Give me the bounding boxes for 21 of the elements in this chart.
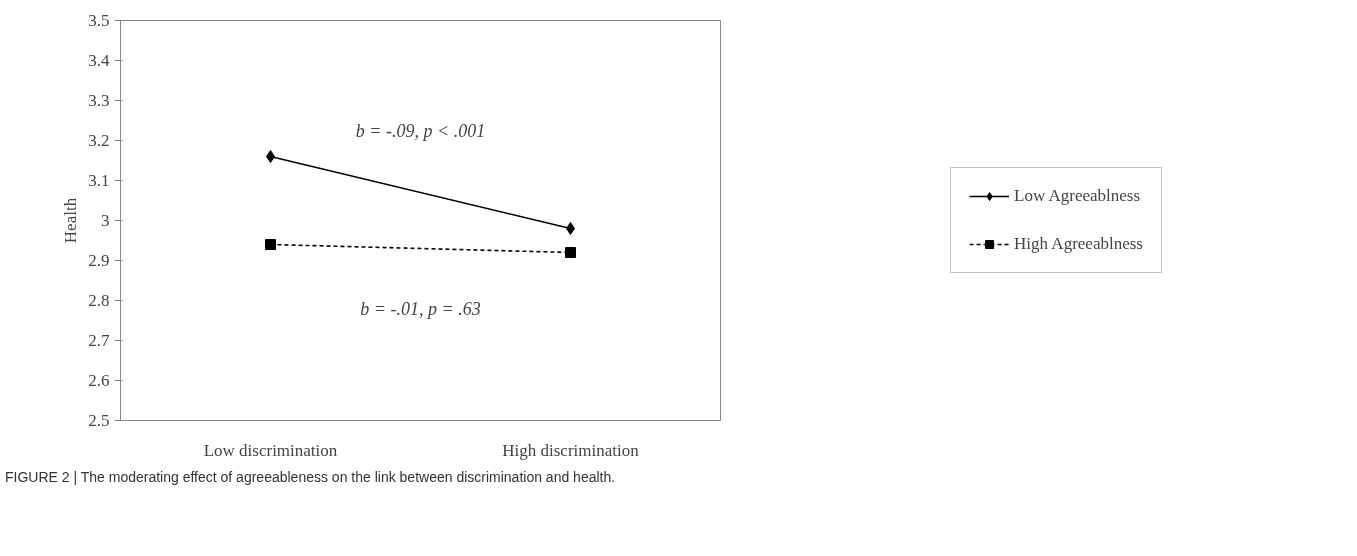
y-tick-label: 2.9 [88, 251, 110, 270]
y-tick-label: 3.5 [88, 11, 110, 30]
y-tick-label: 3 [101, 211, 110, 230]
y-tick-label: 3.4 [88, 51, 110, 70]
point [265, 239, 276, 250]
y-axis-title: Health [61, 197, 81, 244]
y-tick-label: 3.3 [88, 91, 110, 110]
y-tick-label: 2.6 [88, 371, 110, 390]
annotation: b = -.01, p = .63 [360, 298, 481, 319]
y-tick-label: 2.8 [88, 291, 110, 310]
y-tick-label: 3.2 [88, 131, 110, 150]
caption: FIGURE 2 | The moderating effect of agreeableness on the link between discrimination and health. [5, 468, 616, 487]
y-tick-label: 3.1 [88, 171, 110, 190]
legend-label: High Agreeablness [1014, 234, 1143, 254]
x-tick-label: High discrimination [502, 440, 640, 460]
legend-label: Low Agreeablness [1014, 186, 1141, 206]
y-tick-label: 2.5 [88, 411, 110, 430]
y-tick-label: 2.7 [88, 331, 110, 350]
point [565, 247, 576, 258]
x-tick-label: Low discrimination [203, 440, 338, 460]
annotation: b = -.09, p < .001 [355, 120, 486, 141]
